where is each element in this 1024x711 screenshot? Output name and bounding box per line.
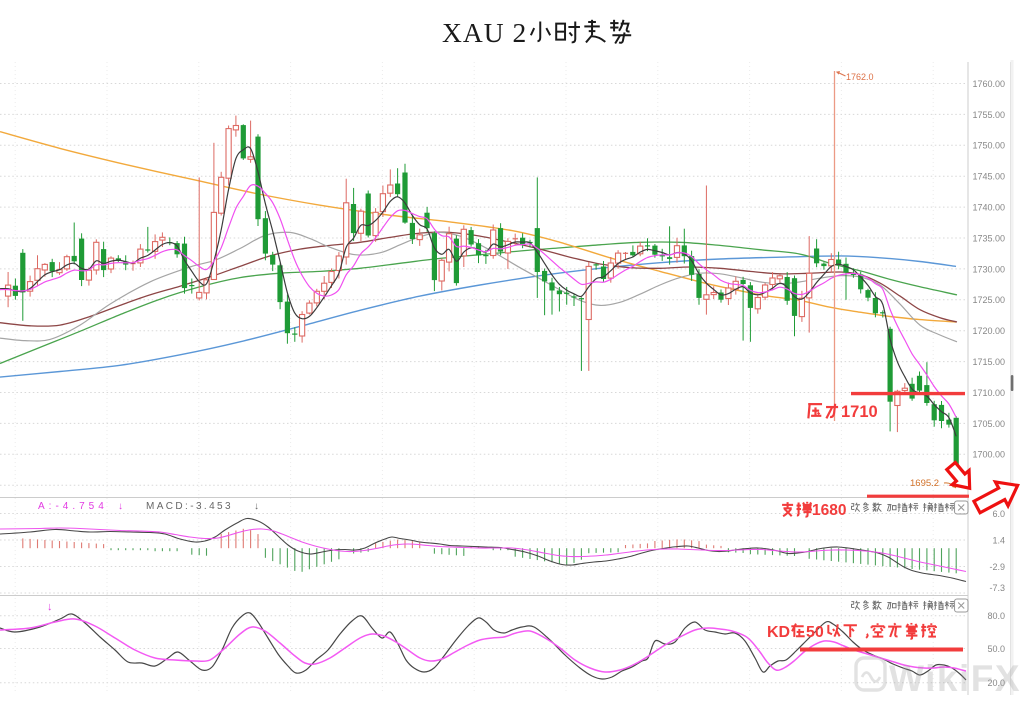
- svg-text:1735.00: 1735.00: [972, 233, 1005, 243]
- svg-text:1740.00: 1740.00: [972, 203, 1005, 213]
- svg-text:1.4: 1.4: [992, 535, 1005, 545]
- svg-text:1705.00: 1705.00: [972, 419, 1005, 429]
- svg-text:1762.0: 1762.0: [846, 72, 874, 82]
- svg-text:1680: 1680: [812, 502, 846, 519]
- svg-text:1710.00: 1710.00: [972, 388, 1005, 398]
- svg-text:MACD:-3.453: MACD:-3.453: [146, 501, 233, 512]
- svg-text:KD: KD: [767, 624, 790, 641]
- svg-text:1695.2: 1695.2: [910, 478, 939, 489]
- svg-text:WikiFX: WikiFX: [889, 658, 1021, 699]
- svg-text:↓: ↓: [47, 601, 53, 613]
- svg-text:6.0: 6.0: [992, 509, 1005, 519]
- svg-text:-7.3: -7.3: [989, 583, 1005, 593]
- svg-text:↓: ↓: [254, 501, 259, 512]
- svg-text:1700.00: 1700.00: [972, 450, 1005, 460]
- svg-text:-2.9: -2.9: [989, 562, 1005, 572]
- svg-text:1755.00: 1755.00: [972, 110, 1005, 120]
- svg-text:1760.00: 1760.00: [972, 79, 1005, 89]
- svg-text:XAU 2: XAU 2: [442, 17, 527, 48]
- svg-text:↓: ↓: [118, 501, 123, 512]
- svg-text:1720.00: 1720.00: [972, 326, 1005, 336]
- svg-text:1725.00: 1725.00: [972, 295, 1005, 305]
- svg-text:1750.00: 1750.00: [972, 141, 1005, 151]
- svg-text:50: 50: [806, 624, 824, 641]
- svg-text:20.0: 20.0: [987, 678, 1005, 688]
- svg-text:50.0: 50.0: [987, 644, 1005, 654]
- svg-text:1730.00: 1730.00: [972, 264, 1005, 274]
- svg-text:1745.00: 1745.00: [972, 172, 1005, 182]
- svg-text:1710: 1710: [841, 403, 878, 421]
- svg-text:A:-4.754: A:-4.754: [38, 501, 108, 512]
- svg-text:1715.00: 1715.00: [972, 357, 1005, 367]
- svg-text:80.0: 80.0: [987, 611, 1005, 621]
